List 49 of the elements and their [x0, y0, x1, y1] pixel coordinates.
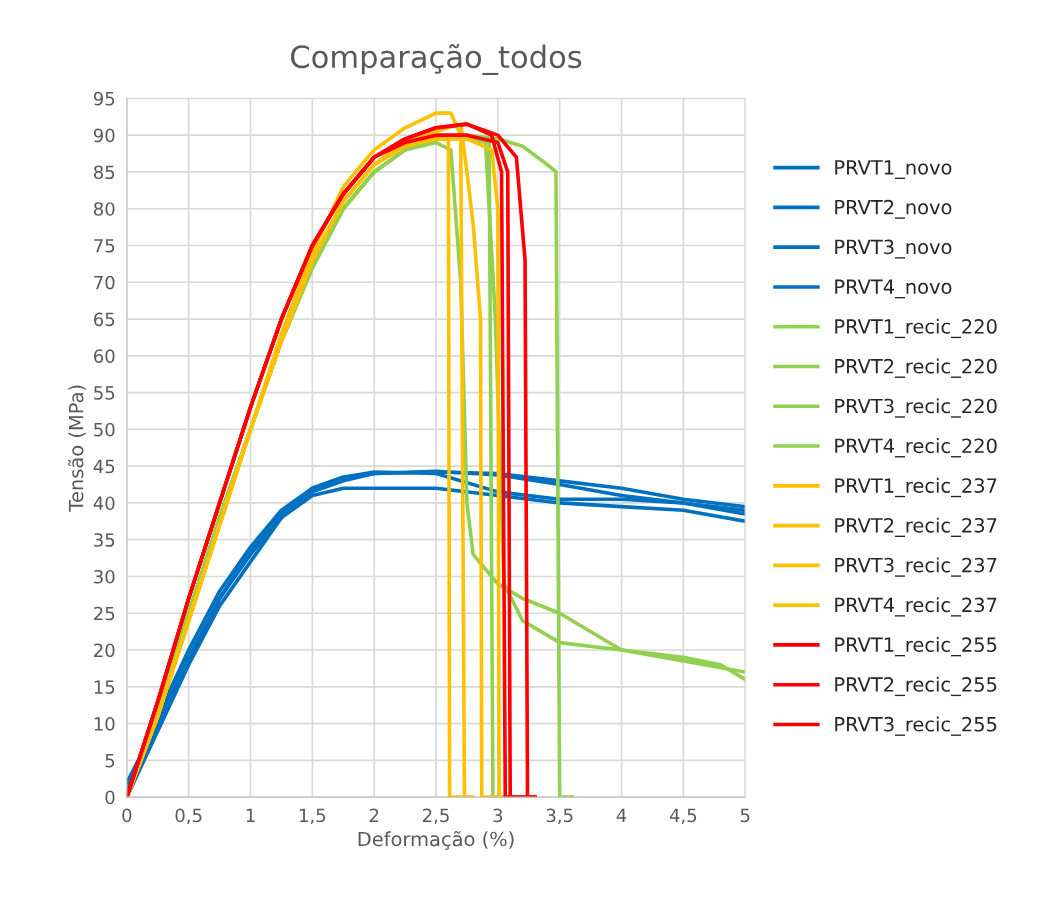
- y-tick-label: 10: [94, 717, 115, 731]
- legend-label: PRVT2_recic_255: [835, 676, 997, 697]
- legend-label: PRVT4_novo: [835, 279, 952, 299]
- legend-label: PRVT3_recic_220: [835, 398, 997, 418]
- x-tick-label: 2,5: [422, 808, 449, 825]
- y-tick-label: 50: [94, 422, 115, 437]
- y-tick-label: 55: [94, 386, 115, 400]
- y-tick-label: 15: [94, 680, 115, 694]
- x-tick-label: 0: [122, 808, 132, 823]
- y-tick-label: 25: [94, 606, 115, 621]
- x-tick-label: 1,5: [299, 808, 326, 825]
- y-tick-label: 85: [93, 165, 115, 180]
- legend-label: PRVT1_novo: [835, 160, 952, 179]
- y-tick-label: 30: [94, 569, 115, 584]
- y-tick-label: 70: [94, 275, 115, 290]
- legend-label: PRVT4_recic_237: [835, 597, 997, 617]
- legend-label: PRVT3_recic_237: [835, 557, 997, 577]
- legend-label: PRVT1_recic_237: [835, 477, 997, 498]
- x-tick-label: 4,5: [669, 808, 697, 825]
- legend-label: PRVT1_recic_220: [835, 318, 997, 339]
- legend-label: PRVT2_recic_220: [835, 358, 997, 378]
- y-tick-label: 20: [94, 643, 115, 658]
- legend-label: PRVT1_recic_255: [835, 636, 997, 657]
- x-tick-label: 2: [369, 808, 379, 822]
- legend-label: PRVT4_recic_220: [835, 438, 997, 458]
- x-tick-label: 4: [616, 808, 627, 822]
- legend-label: PRVT2_recic_237: [835, 517, 997, 537]
- x-axis-title: Deformação (%): [358, 830, 514, 850]
- x-tick-label: 0,5: [175, 808, 202, 825]
- x-tick-label: 1: [246, 808, 255, 822]
- chart-title: Comparação_todos: [291, 44, 582, 76]
- y-tick-label: 0: [105, 790, 115, 805]
- y-tick-label: 35: [94, 533, 115, 547]
- y-tick-label: 95: [93, 91, 115, 106]
- legend-label: PRVT2_novo: [835, 199, 952, 219]
- y-tick-label: 90: [93, 128, 115, 143]
- y-tick-label: 60: [94, 349, 115, 363]
- y-axis-title: Tensão (MPa): [68, 385, 86, 512]
- y-tick-label: 75: [94, 239, 115, 253]
- x-tick-label: 3: [493, 808, 503, 823]
- y-tick-label: 40: [93, 496, 115, 511]
- x-tick-label: 5: [740, 808, 750, 823]
- x-tick-label: 3,5: [546, 808, 573, 825]
- y-tick-label: 80: [93, 202, 115, 216]
- legend-label: PRVT3_recic_255: [835, 716, 997, 736]
- y-tick-label: 5: [105, 754, 115, 768]
- y-tick-label: 65: [94, 312, 115, 327]
- y-tick-label: 45: [93, 459, 115, 474]
- legend-label: PRVT3_novo: [835, 239, 952, 259]
